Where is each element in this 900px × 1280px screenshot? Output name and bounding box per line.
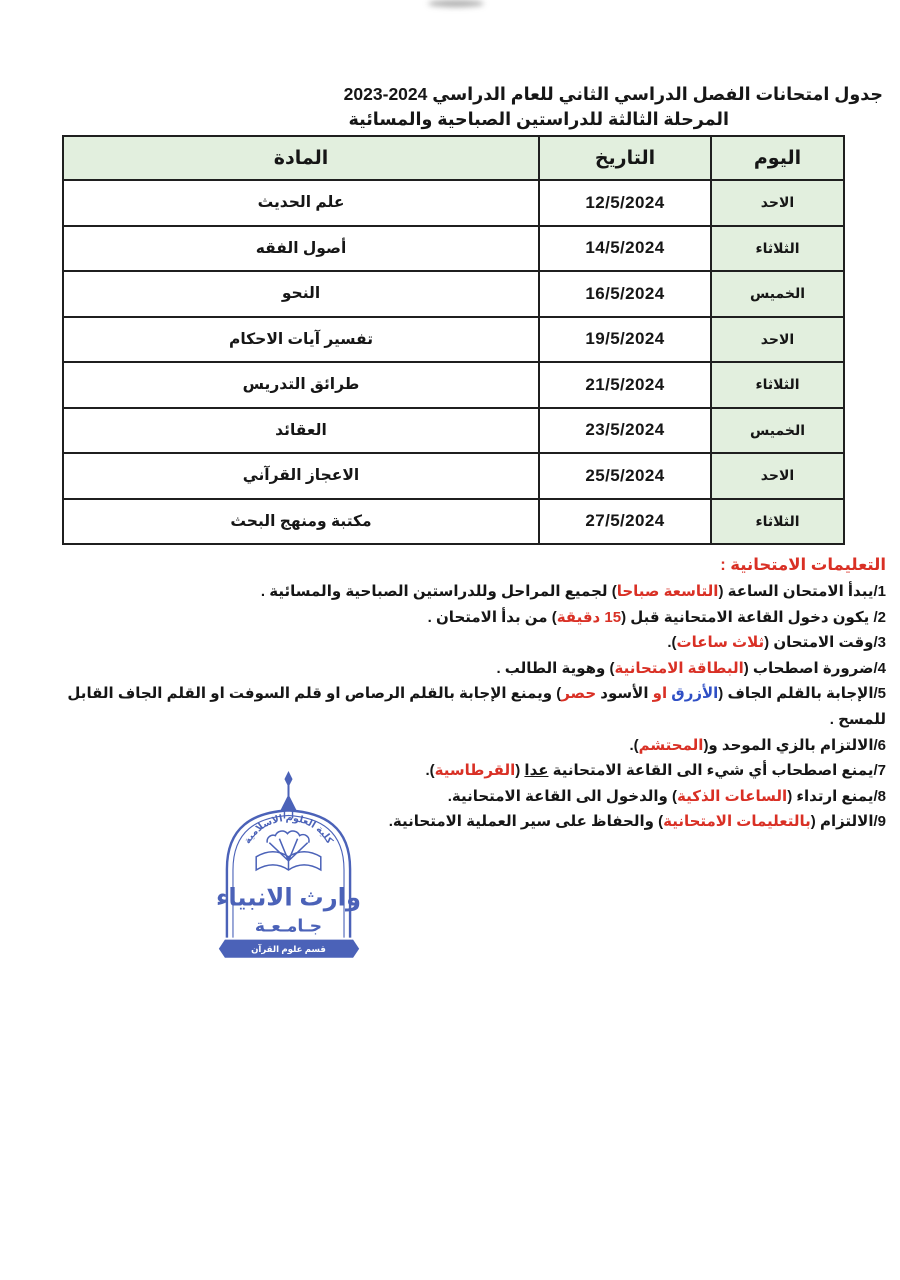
stamp-graphic: كلية العلوم الاسلامية وارث الانبياء جـام…	[216, 771, 361, 958]
date-cell: 21/5/2024	[538, 361, 712, 409]
instruction-line: 2/ يكون دخول القاعة الامتحانية قبل (15 د…	[427, 608, 886, 626]
date-cell: 14/5/2024	[538, 224, 712, 272]
subject-cell: العقائد	[62, 406, 540, 454]
stamp-department-text: قسم علوم القرآن	[251, 943, 326, 955]
university-stamp: كلية العلوم الاسلامية وارث الانبياء جـام…	[210, 768, 368, 982]
table-row: الخميس 16/5/2024 النحو	[62, 270, 845, 318]
day-cell: الاحد	[710, 452, 845, 500]
subject-cell: علم الحديث	[62, 179, 540, 227]
day-cell: الاحد	[710, 315, 845, 363]
instructions-title: التعليمات الامتحانية :	[720, 556, 886, 574]
day-cell: الثلاثاء	[710, 224, 845, 272]
document-subtitle: المرحلة الثالثة للدراستين الصباحية والمس…	[348, 109, 729, 129]
scan-artifact	[428, 0, 484, 7]
date-cell: 16/5/2024	[538, 270, 712, 318]
table-row: الثلاثاء 21/5/2024 طرائق التدريس	[62, 361, 845, 409]
day-cell: الخميس	[710, 406, 845, 454]
instruction-line: 6/الالتزام بالزي الموحد و(المحتشم).	[629, 736, 886, 754]
table-header-row: اليوم التاريخ المادة	[62, 135, 845, 181]
stamp-university-word: جـامـعـة	[255, 916, 322, 936]
table-row: الثلاثاء 27/5/2024 مكتبة ومنهج البحث	[62, 497, 845, 545]
instructions-section: التعليمات الامتحانية : 1/يبدأ الامتحان ا…	[36, 551, 886, 835]
subject-cell: تفسير آيات الاحكام	[62, 315, 540, 363]
exam-schedule-table: اليوم التاريخ المادة الاحد 12/5/2024 علم ا…	[62, 135, 845, 545]
instruction-line: 4/ضرورة اصطحاب (البطاقة الامتحانية) وهوي…	[496, 659, 886, 677]
stamp-university-name: وارث الانبياء	[216, 884, 361, 911]
header-date: التاريخ	[538, 135, 712, 181]
exam-table-body: الاحد 12/5/2024 علم الحديث الثلاثاء 14/5/202…	[62, 179, 845, 545]
instructions-list: 1/يبدأ الامتحان الساعة (التاسعة صباحا) ل…	[36, 579, 886, 835]
day-cell: الخميس	[710, 270, 845, 318]
instruction-line: 3/وقت الامتحان (ثلاث ساعات).	[667, 634, 886, 652]
date-cell: 27/5/2024	[538, 497, 712, 545]
instruction-line: 5/الإجابة بالقلم الجاف (الأزرق او الأسود…	[67, 685, 886, 728]
header-subject: المادة	[62, 135, 540, 181]
table-row: الاحد 19/5/2024 تفسير آيات الاحكام	[62, 315, 845, 363]
date-cell: 12/5/2024	[538, 179, 712, 227]
subject-cell: أصول الفقه	[62, 224, 540, 272]
instruction-line: 1/يبدأ الامتحان الساعة (التاسعة صباحا) ل…	[260, 583, 886, 600]
date-cell: 23/5/2024	[538, 406, 712, 454]
instruction-line: 7/يمنع اصطحاب أي شيء الى القاعة الامتحان…	[425, 762, 886, 780]
date-cell: 19/5/2024	[538, 315, 712, 363]
table-row: الاحد 12/5/2024 علم الحديث	[62, 179, 845, 227]
date-cell: 25/5/2024	[538, 452, 712, 500]
header-day: اليوم	[710, 135, 845, 181]
stamp-book-icon	[255, 830, 322, 872]
table-row: الخميس 23/5/2024 العقائد	[62, 406, 845, 454]
document-title: جدول امتحانات الفصل الدراسي الثاني للعام…	[343, 84, 883, 104]
stamp-ribbon	[218, 939, 360, 958]
instruction-line: 9/الالتزام (بالتعليمات الامتحانية) والحف…	[388, 813, 886, 831]
day-cell: الثلاثاء	[710, 361, 845, 409]
day-cell: الثلاثاء	[710, 497, 845, 545]
instruction-line: 8/يمنع ارتداء (الساعات الذكية) والدخول ا…	[447, 787, 886, 805]
table-row: الثلاثاء 14/5/2024 أصول الفقه	[62, 224, 845, 272]
day-cell: الاحد	[710, 179, 845, 227]
stamp-dome	[225, 809, 352, 938]
subject-cell: مكتبة ومنهج البحث	[62, 497, 540, 545]
subject-cell: النحو	[62, 270, 540, 318]
subject-cell: الاعجاز القرآني	[62, 452, 540, 500]
subject-cell: طرائق التدريس	[62, 361, 540, 409]
table-row: الاحد 25/5/2024 الاعجاز القرآني	[62, 452, 845, 500]
